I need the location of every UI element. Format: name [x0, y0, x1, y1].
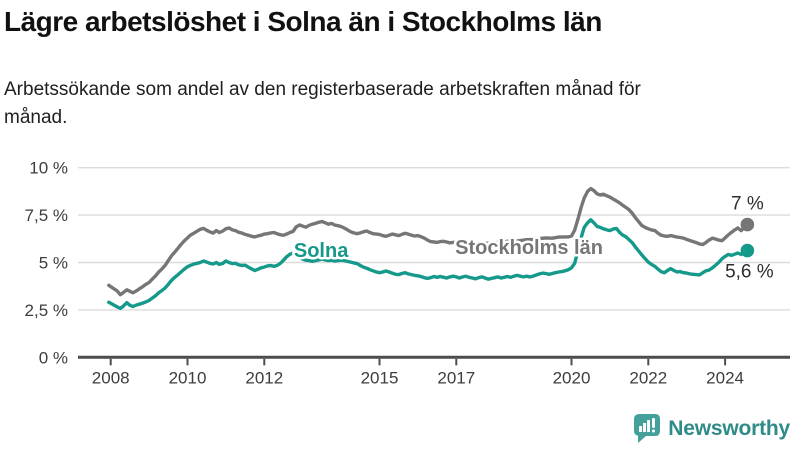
series-line-stockholm: [107, 186, 750, 297]
series-line-solna: [107, 218, 750, 311]
x-axis-tick-label: 2012: [245, 368, 283, 387]
y-axis-tick-label: 7,5 %: [25, 206, 68, 225]
newsworthy-logo-icon: [634, 414, 661, 443]
series-end-value-label-solna: 5,6 %: [725, 262, 774, 283]
x-axis-tick-label: 2010: [169, 368, 207, 387]
y-axis-tick-label: 2,5 %: [25, 301, 68, 320]
series-label-solna: Solna: [294, 240, 349, 262]
x-axis-tick-label: 2020: [553, 368, 591, 387]
series-label-stockholm: Stockholms län: [455, 237, 603, 259]
x-axis-tick-label: 2022: [629, 368, 667, 387]
series-end-dot-solna: [740, 243, 755, 258]
brand-name: Newsworthy: [668, 417, 790, 440]
chart-subtitle: Arbetssökande som andel av den registerb…: [4, 79, 641, 128]
series-end-dot-stockholm: [740, 217, 755, 232]
page-title: Lägre arbetslöshet i Solna än i Stockhol…: [4, 6, 602, 37]
x-axis-tick-label: 2024: [706, 368, 744, 387]
x-axis-tick-label: 2017: [437, 368, 475, 387]
brand-footer: Newsworthy: [634, 414, 790, 444]
series-end-value-label-stockholm: 7 %: [731, 194, 764, 215]
y-axis-tick-label: 10 %: [29, 159, 68, 178]
y-axis-tick-label: 0 %: [39, 348, 68, 367]
y-axis-tick-label: 5 %: [39, 254, 68, 273]
x-axis-tick-label: 2008: [92, 368, 130, 387]
x-axis-tick-label: 2015: [361, 368, 399, 387]
